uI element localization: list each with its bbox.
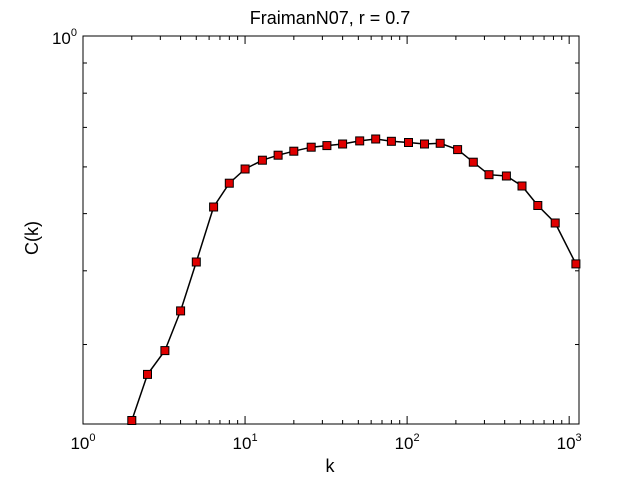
data-point-marker: [517, 181, 527, 191]
data-point-marker: [289, 146, 299, 156]
data-point-marker: [404, 138, 413, 147]
data-point-marker: [209, 202, 219, 212]
tick-labels: 100 101 102 103 100: [52, 27, 582, 453]
data-point-marker: [468, 157, 478, 167]
series-layer: [127, 134, 581, 425]
data-point-marker: [355, 136, 365, 146]
data-point-marker: [176, 306, 186, 316]
data-point-marker: [191, 257, 201, 267]
data-point-marker: [386, 136, 396, 146]
data-point-marker: [571, 259, 581, 269]
data-point-marker: [533, 201, 543, 210]
data-point-marker: [550, 218, 560, 228]
axis-ticks: [82, 35, 579, 424]
data-point-marker: [435, 138, 445, 148]
data-point-marker: [127, 416, 137, 425]
x-tick-label: 103: [557, 432, 582, 453]
data-point-marker: [322, 141, 332, 151]
x-tick-label: 100: [70, 432, 95, 453]
data-point-marker: [420, 139, 429, 149]
data-point-marker: [371, 134, 381, 144]
data-point-marker: [306, 142, 316, 152]
x-tick-label: 101: [233, 432, 258, 453]
data-point-marker: [453, 145, 463, 155]
x-tick-label: 102: [395, 432, 420, 453]
data-point-marker: [224, 178, 234, 188]
data-point-marker: [143, 369, 152, 379]
x-axis-label: k: [326, 456, 336, 476]
data-point-marker: [501, 171, 511, 181]
data-point-marker: [240, 164, 250, 174]
data-point-marker: [484, 170, 494, 180]
series-line: [131, 138, 577, 421]
y-axis-label: C(k): [22, 221, 42, 255]
plot-area: [82, 35, 580, 425]
data-point-marker: [338, 139, 348, 149]
data-point-marker: [160, 346, 170, 356]
y-tick-label: 100: [52, 27, 77, 48]
data-point-marker: [273, 150, 283, 160]
chart-title: FraimanN07, r = 0.7: [250, 8, 411, 28]
data-point-marker: [257, 155, 267, 165]
